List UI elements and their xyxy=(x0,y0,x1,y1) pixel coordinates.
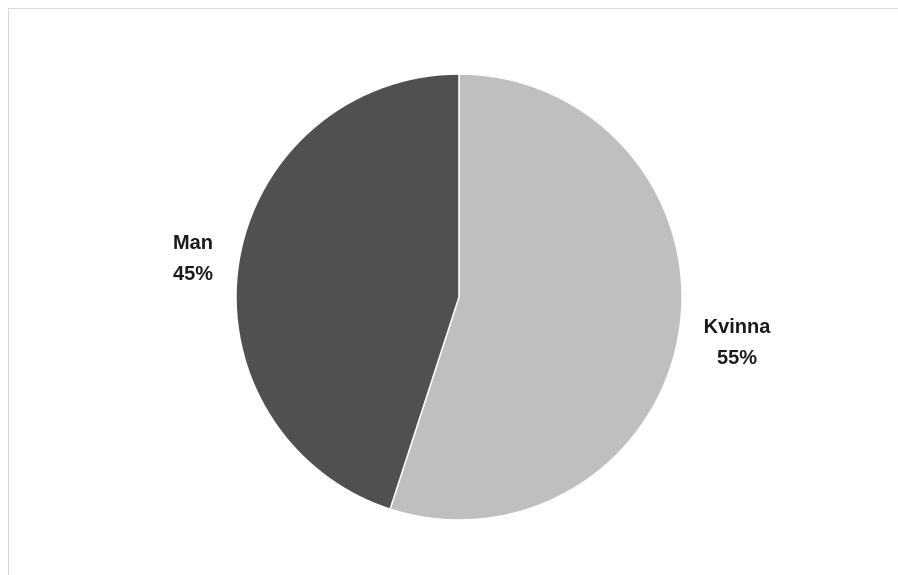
slice-label-kvinna-name: Kvinna xyxy=(704,316,772,338)
slice-label-kvinna-value: 55% xyxy=(717,347,757,369)
slice-labels: Kvinna 55% Man 45% xyxy=(173,232,771,369)
slice-label-man-name: Man xyxy=(173,232,213,254)
pie-slice-man xyxy=(235,73,460,511)
pie-slices xyxy=(235,73,683,521)
pie-slice-kvinna xyxy=(389,73,683,521)
slice-label-man-value: 45% xyxy=(173,263,213,285)
